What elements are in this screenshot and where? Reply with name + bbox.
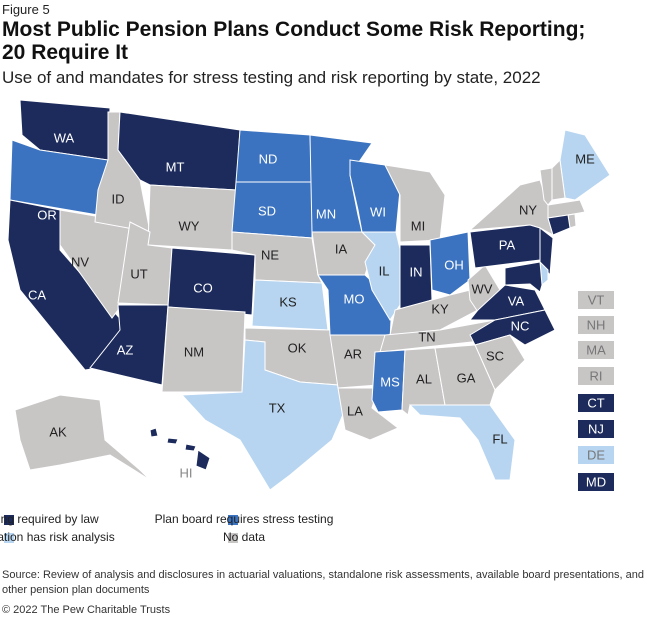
state [149, 427, 159, 438]
state [408, 404, 516, 481]
state-label: ID [112, 191, 125, 206]
state-label: MO [344, 291, 365, 306]
state [547, 199, 586, 219]
state-label: NC [511, 318, 530, 333]
state [167, 247, 256, 316]
state [166, 437, 179, 445]
state [551, 158, 566, 201]
state-box [578, 473, 614, 491]
state [539, 226, 554, 277]
state [14, 394, 151, 481]
state-label: IA [335, 241, 348, 256]
state-label: MA [586, 342, 606, 357]
state [195, 449, 211, 471]
state-label: IL [379, 263, 390, 278]
legend-label: No data [223, 530, 265, 544]
legend-label: Plan board requires stress testing [155, 512, 334, 526]
copyright: © 2022 The Pew Charitable Trusts [2, 604, 171, 616]
state-label: DE [587, 447, 605, 462]
state-label: WA [54, 130, 75, 145]
state-label: NH [587, 317, 606, 332]
subtitle: Use of and mandates for stress testing a… [2, 68, 541, 87]
state-label: AL [416, 371, 432, 386]
state-label: AK [49, 424, 67, 439]
state [504, 261, 543, 293]
state-label: NJ [588, 421, 604, 436]
state-label: WI [370, 204, 386, 219]
state-label: MI [411, 218, 425, 233]
state-label: ME [575, 151, 595, 166]
state-label: WY [179, 218, 200, 233]
state-label: TN [418, 329, 435, 344]
state-box [578, 446, 614, 464]
state [89, 304, 169, 386]
state-label: AZ [117, 342, 134, 357]
state-label: SC [486, 348, 504, 363]
state [547, 214, 571, 236]
state [371, 349, 406, 413]
legend-swatch [4, 515, 14, 525]
state-label: WV [472, 281, 493, 296]
state-label: IN [410, 264, 423, 279]
state [180, 339, 346, 491]
state-label: OH [444, 257, 464, 272]
state-label: MT [166, 159, 185, 174]
state-label: ND [259, 151, 278, 166]
state-label: VT [588, 292, 605, 307]
state-label: OK [288, 340, 307, 355]
state-label: OR [37, 207, 57, 222]
state-label: CT [587, 395, 604, 410]
state [434, 344, 496, 406]
legend-label: Stress testing required by law [0, 512, 99, 526]
state-box [578, 291, 614, 309]
state-label: SD [258, 203, 276, 218]
state-label: NY [519, 202, 537, 217]
state-box [578, 316, 614, 334]
state-label: MD [586, 474, 606, 489]
state-label: TX [269, 400, 286, 415]
state [539, 167, 553, 206]
state-label: MS [380, 374, 400, 389]
legend-swatch [4, 533, 14, 543]
state-label: AR [344, 346, 362, 361]
state-box [578, 341, 614, 359]
map: WA OR CA NV ID MT WY UT AZ CO NM ND SD NE KS OK TX MN IA MO… [0, 99, 614, 544]
title: Most Public Pension Plans Conduct Some R… [2, 18, 586, 64]
state-label: KY [431, 301, 449, 316]
state-label: NE [261, 247, 279, 262]
state-label: MN [316, 206, 336, 221]
state-label: NM [184, 344, 204, 359]
state-label: HI [180, 465, 193, 480]
state-label: LA [347, 403, 363, 418]
figure-label: Figure 5 [2, 2, 50, 17]
state-label: VA [508, 293, 525, 308]
legend-swatch [228, 515, 238, 525]
state-label: GA [457, 370, 476, 385]
state-label: PA [499, 237, 516, 252]
state-label: UT [130, 266, 147, 281]
legend-swatch [228, 533, 238, 543]
state [429, 231, 471, 296]
state-label: FL [492, 431, 507, 446]
legend-label: Actuarial valuation has risk analysis [0, 530, 115, 544]
state [184, 443, 197, 452]
state-label: CO [193, 280, 213, 295]
state-box [578, 394, 614, 412]
state-label: NV [71, 254, 89, 269]
state-label: KS [279, 294, 297, 309]
state-box [578, 367, 614, 385]
state [360, 231, 406, 321]
state-label: RI [590, 368, 603, 383]
state-box [578, 420, 614, 438]
state-label: CA [28, 287, 46, 302]
source: Source: Review of analysis and disclosur… [2, 569, 645, 596]
